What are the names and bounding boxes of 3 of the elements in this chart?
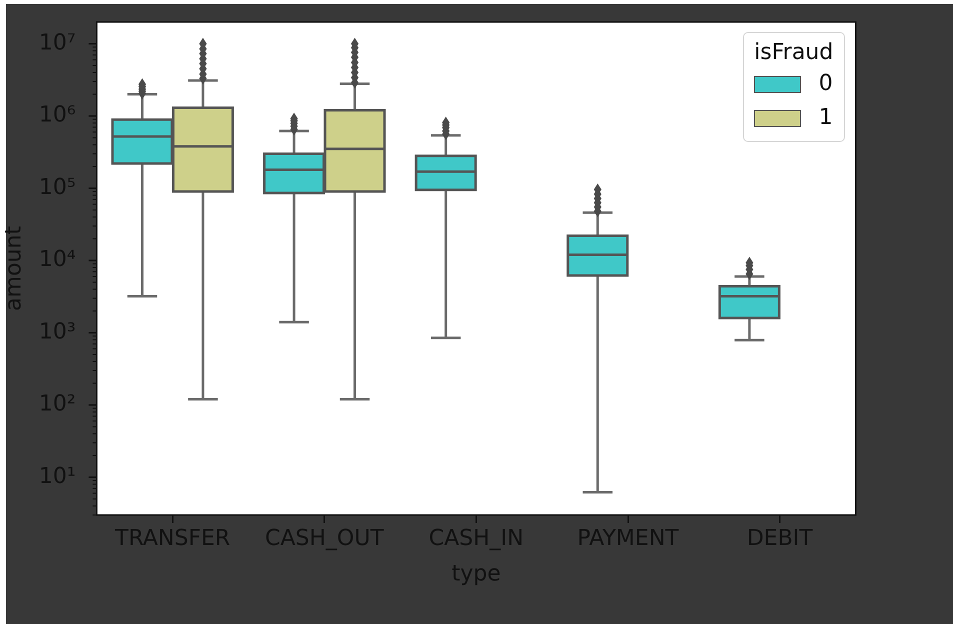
legend-label: 0 [818, 71, 833, 97]
legend-label: 1 [818, 105, 833, 131]
legend-title: isFraud [754, 39, 834, 67]
